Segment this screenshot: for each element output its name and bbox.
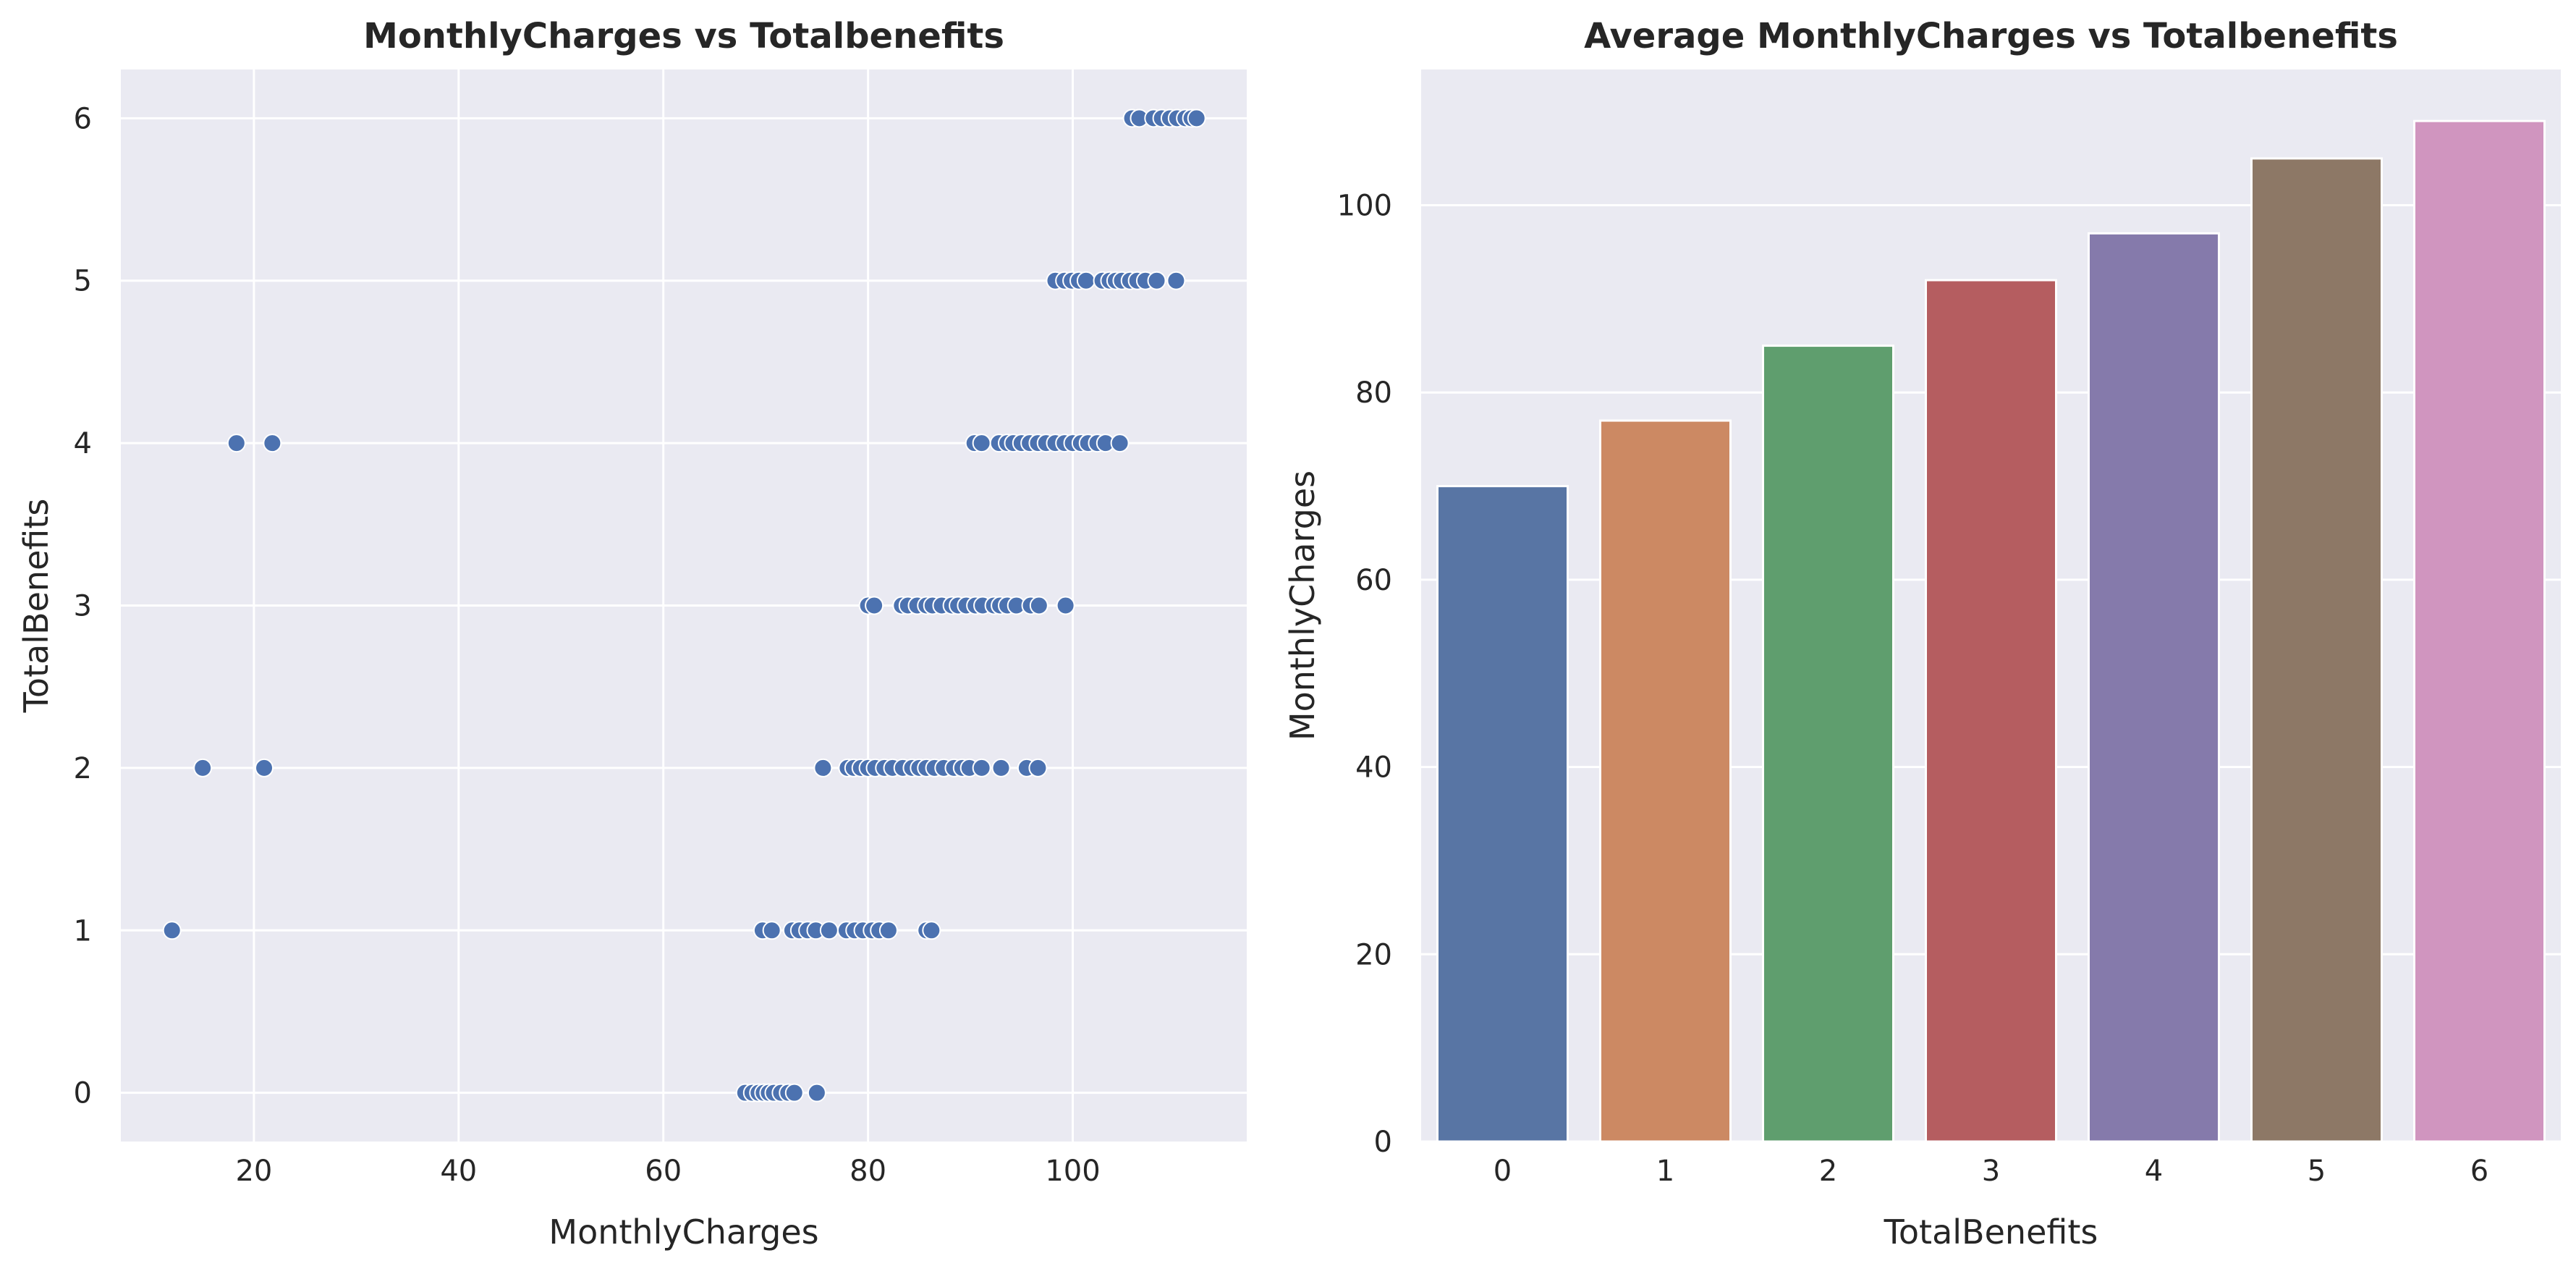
bar-x-tick-label: 6 <box>2470 1155 2488 1188</box>
scatter-point <box>1028 758 1048 777</box>
bar-x-tick-label: 5 <box>2308 1155 2326 1188</box>
scatter-point <box>1076 271 1096 290</box>
bar-y-tick-label: 40 <box>1355 751 1392 785</box>
bar-y-tick-label: 20 <box>1355 938 1392 971</box>
bar-title: Average MonthlyCharges vs Totalbenefits <box>1584 16 2398 56</box>
scatter-point <box>1110 434 1130 453</box>
scatter-x-tick-labels: 20 40 60 80 100 <box>235 1155 1100 1188</box>
scatter-point <box>972 434 991 453</box>
bar-2 <box>1762 345 1894 1143</box>
bar-x-tick-labels: 0 1 2 3 4 5 6 <box>1494 1155 2488 1188</box>
scatter-y-axis-label: TotalBenefits <box>17 499 56 714</box>
scatter-title: MonthlyCharges vs Totalbenefits <box>363 16 1004 56</box>
bar-0 <box>1436 485 1569 1143</box>
scatter-point <box>226 434 246 453</box>
bar-series <box>1436 119 2546 1143</box>
scatter-point <box>813 758 833 777</box>
scatter-point <box>922 921 941 940</box>
bar-x-tick-label: 0 <box>1494 1155 1512 1188</box>
scatter-point <box>255 758 274 777</box>
scatter-y-tick-label: 0 <box>74 1077 92 1110</box>
bar-x-tick-label: 2 <box>1819 1155 1837 1188</box>
scatter-point <box>1166 271 1186 290</box>
bar-y-tick-label: 60 <box>1355 564 1392 597</box>
scatter-y-tick-label: 5 <box>74 265 92 298</box>
bar-x-tick-label: 3 <box>1982 1155 2000 1188</box>
scatter-point <box>193 758 213 777</box>
bar-1 <box>1599 419 1732 1143</box>
scatter-x-tick-label: 40 <box>440 1155 477 1188</box>
scatter-x-tick-label: 100 <box>1045 1155 1100 1188</box>
scatter-point <box>807 1083 826 1102</box>
scatter-y-tick-label: 4 <box>74 427 92 460</box>
bar-x-axis-label: TotalBenefits <box>1884 1212 2098 1252</box>
scatter-points <box>162 109 1206 1102</box>
bar-5 <box>2250 157 2383 1143</box>
scatter-y-tick-label: 6 <box>74 102 92 135</box>
scatter-point <box>972 758 991 777</box>
bar-y-tick-label: 100 <box>1337 190 1392 223</box>
scatter-point <box>1056 596 1075 615</box>
scatter-point <box>1187 109 1206 128</box>
scatter-x-tick-label: 80 <box>850 1155 886 1188</box>
scatter-point <box>762 921 781 940</box>
scatter-x-tick-label: 20 <box>235 1155 272 1188</box>
scatter-y-tick-label: 2 <box>74 752 92 785</box>
bar-3 <box>1925 279 2057 1143</box>
scatter-y-tick-labels: 0 1 2 3 4 5 6 <box>74 102 92 1110</box>
bar-4 <box>2088 232 2220 1143</box>
bar-x-tick-label: 1 <box>1656 1155 1674 1188</box>
scatter-point <box>878 921 898 940</box>
scatter-point <box>819 921 839 940</box>
scatter-x-tick-label: 60 <box>645 1155 682 1188</box>
bar-6 <box>2413 119 2546 1143</box>
bar-chart: 0 1 2 3 4 5 6 0 20 40 60 80 100 Average MonthlyChar… <box>1283 16 2561 1252</box>
scatter-point <box>991 758 1011 777</box>
bar-y-axis-label: MonthlyCharges <box>1283 471 1322 741</box>
bar-x-tick-label: 4 <box>2145 1155 2163 1188</box>
scatter-chart: 20 40 60 80 100 0 1 2 3 4 5 6 MonthlyCharges vs To… <box>17 16 1247 1252</box>
bar-y-tick-label: 0 <box>1374 1126 1392 1159</box>
scatter-y-tick-label: 1 <box>74 914 92 948</box>
scatter-point <box>263 434 282 453</box>
scatter-point <box>1029 596 1048 615</box>
scatter-point <box>162 921 182 940</box>
bar-y-tick-label: 80 <box>1355 376 1392 410</box>
scatter-point <box>865 596 884 615</box>
scatter-x-axis-label: MonthlyCharges <box>548 1212 818 1252</box>
scatter-point <box>784 1083 804 1102</box>
scatter-y-tick-label: 3 <box>74 590 92 623</box>
bar-y-tick-labels: 0 20 40 60 80 100 <box>1337 190 1392 1159</box>
scatter-point <box>1147 271 1166 290</box>
